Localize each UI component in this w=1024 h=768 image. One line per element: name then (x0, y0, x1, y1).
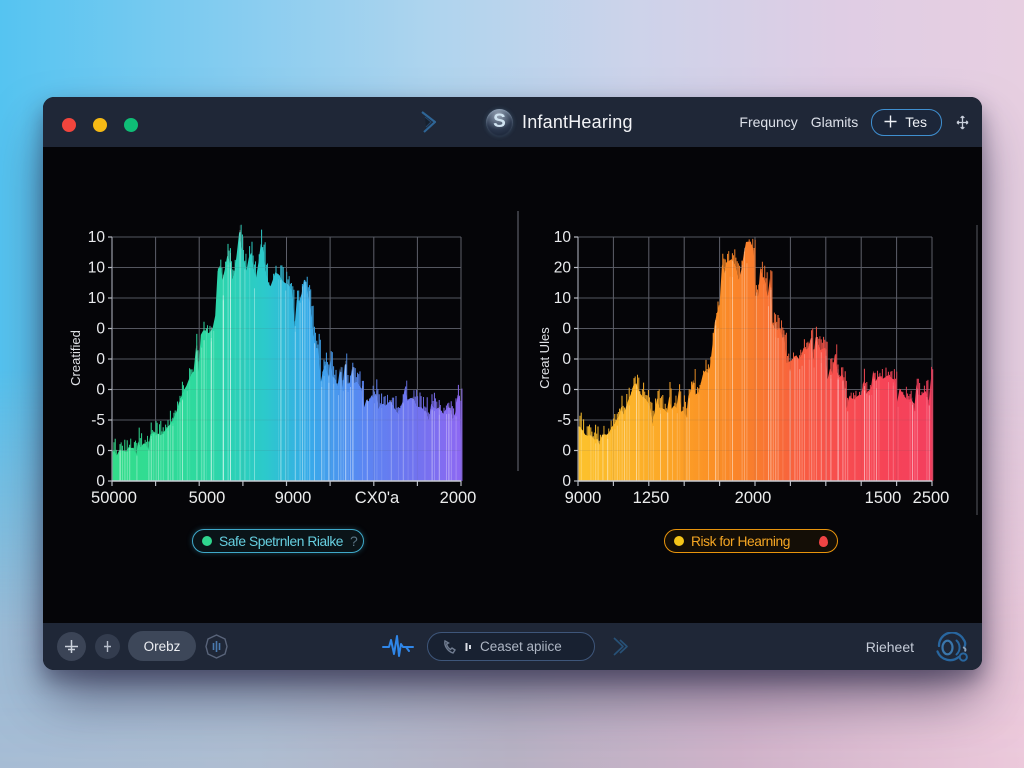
svg-text:CX0'a: CX0'a (355, 489, 400, 507)
svg-text:-5: -5 (557, 412, 571, 429)
svg-text:10: 10 (88, 260, 106, 277)
svg-text:50000: 50000 (91, 489, 137, 507)
svg-text:5000: 5000 (189, 489, 226, 507)
svg-text:0: 0 (96, 351, 105, 368)
svg-text:0: 0 (96, 443, 105, 460)
svg-text:1500: 1500 (865, 489, 902, 507)
svg-text:10: 10 (88, 229, 106, 246)
svg-text:0: 0 (562, 351, 571, 368)
svg-text:10: 10 (554, 229, 572, 246)
svg-text:Creatified: Creatified (68, 330, 83, 386)
svg-text:9000: 9000 (275, 489, 312, 507)
svg-text:9000: 9000 (565, 489, 602, 507)
svg-text:20: 20 (554, 260, 572, 277)
svg-text:0: 0 (96, 321, 105, 338)
svg-text:0: 0 (562, 443, 571, 460)
svg-text:0: 0 (96, 382, 105, 399)
svg-text:2000: 2000 (440, 489, 477, 507)
svg-text:10: 10 (88, 290, 106, 307)
svg-text:2500: 2500 (913, 489, 950, 507)
svg-text:0: 0 (562, 473, 571, 490)
svg-text:2000: 2000 (735, 489, 772, 507)
svg-text:10: 10 (554, 290, 572, 307)
svg-text:Creat Ules: Creat Ules (537, 327, 552, 389)
svg-text:-5: -5 (91, 412, 105, 429)
svg-text:0: 0 (562, 321, 571, 338)
svg-text:1250: 1250 (633, 489, 670, 507)
svg-text:0: 0 (562, 382, 571, 399)
svg-text:0: 0 (96, 473, 105, 490)
